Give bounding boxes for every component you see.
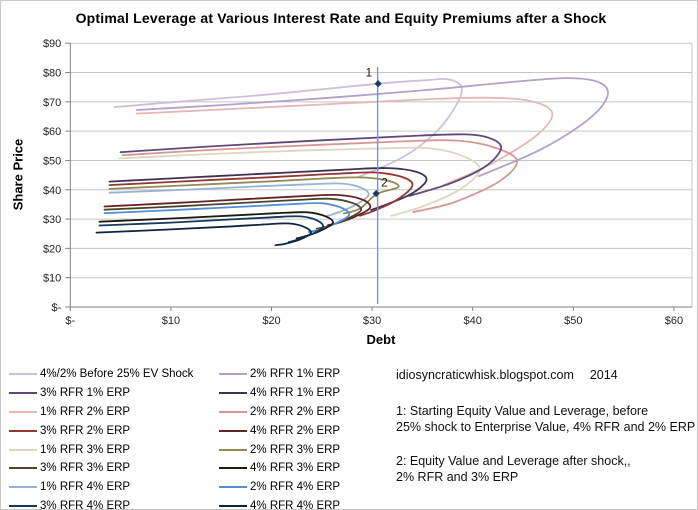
note-1: 1: Starting Equity Value and Leverage, b… <box>396 403 696 435</box>
legend-label: 3% RFR 3% ERP <box>40 462 131 475</box>
legend-label: 2% RFR 3% ERP <box>250 443 341 456</box>
legend-label: 1% RFR 3% ERP <box>40 443 131 456</box>
legend-item-4-rfr-4-erp: 4% RFR 4% ERP <box>219 497 355 510</box>
legend-swatch <box>9 467 37 470</box>
y-tick-label-70: $70 <box>43 97 61 109</box>
series-4-rfr-2-erp <box>103 193 372 227</box>
legend-item-2-rfr-3-erp: 2% RFR 3% ERP <box>219 440 355 459</box>
legend-swatch <box>9 448 37 451</box>
legend-label: 1% RFR 2% ERP <box>40 405 131 418</box>
x-tick-label-30: $30 <box>363 315 381 327</box>
legend-label: 1% RFR 4% ERP <box>40 481 131 494</box>
y-tick-label-30: $30 <box>43 214 61 226</box>
legend-swatch <box>219 448 247 451</box>
x-axis-title: Debt <box>366 332 396 347</box>
y-tick-label-60: $60 <box>43 126 61 138</box>
marker-point-1 <box>374 80 382 88</box>
series-2-rfr-3-erp <box>108 176 400 215</box>
series-4-rfr-4-erp <box>95 222 312 247</box>
legend-label: 4% RFR 3% ERP <box>250 462 341 475</box>
note-2-line-2: 2% RFR and 3% ERP <box>396 470 519 484</box>
legend-item-1-rfr-2-erp: 1% RFR 2% ERP <box>9 403 219 422</box>
source-annotation: idiosyncraticwhisk.blogspot.com 2014 <box>396 367 618 383</box>
legend-item-3-rfr-4-erp: 3% RFR 4% ERP <box>9 497 219 510</box>
legend-label: 3% RFR 4% ERP <box>40 499 131 510</box>
source-year: 2014 <box>589 368 618 382</box>
legend-label: 2% RFR 1% ERP <box>250 368 341 381</box>
legend-swatch <box>219 373 247 376</box>
y-tick-label-40: $40 <box>43 185 61 197</box>
legend-item-2-rfr-2-erp: 2% RFR 2% ERP <box>219 403 355 422</box>
legend-item-4-rfr-1-erp: 4% RFR 1% ERP <box>219 384 355 403</box>
legend-swatch <box>9 373 37 376</box>
legend-label: 4% RFR 1% ERP <box>250 387 341 400</box>
legend-item-1-rfr-4-erp: 1% RFR 4% ERP <box>9 478 219 497</box>
legend-swatch <box>219 410 247 413</box>
legend-swatch <box>219 504 247 507</box>
legend-item-4-2-before-25-ev-shock: 4%/2% Before 25% EV Shock <box>9 365 219 384</box>
legend-swatch <box>9 429 37 432</box>
series-4-2-before-25-ev-shock <box>113 77 463 179</box>
y-tick-label-20: $20 <box>43 243 61 255</box>
legend-item-3-rfr-3-erp: 3% RFR 3% ERP <box>9 459 219 478</box>
x-tick-label-10: $10 <box>162 315 180 327</box>
series-3-rfr-2-erp <box>108 171 414 217</box>
marker-label-2: 2 <box>381 176 388 190</box>
series-4-rfr-1-erp <box>108 167 428 211</box>
legend-swatch <box>9 392 37 395</box>
y-tick-label-90: $90 <box>43 38 61 50</box>
chart-title: Optimal Leverage at Various Interest Rat… <box>75 10 607 26</box>
source-url: idiosyncraticwhisk.blogspot.com <box>396 368 574 382</box>
legend-item-3-rfr-1-erp: 3% RFR 1% ERP <box>9 384 219 403</box>
legend-swatch <box>219 392 247 395</box>
y-tick-label-80: $80 <box>43 68 61 80</box>
legend-label: 4% RFR 2% ERP <box>250 424 341 437</box>
x-tick-label-20: $20 <box>262 315 280 327</box>
legend-item-3-rfr-2-erp: 3% RFR 2% ERP <box>9 421 219 440</box>
series-1-rfr-3-erp <box>118 146 481 217</box>
y-tick-label-10: $10 <box>43 273 61 285</box>
legend: 4%/2% Before 25% EV Shock 2% RFR 1% ERP 3%… <box>9 365 355 510</box>
x-tick-label-60: $60 <box>665 315 683 327</box>
legend-swatch <box>219 486 247 489</box>
note-1-line-1: 1: Starting Equity Value and Leverage, b… <box>396 404 649 418</box>
legend-swatch <box>219 467 247 470</box>
x-tick-label-50: $50 <box>564 315 582 327</box>
legend-item-2-rfr-1-erp: 2% RFR 1% ERP <box>219 365 355 384</box>
x-tick-label-0: $- <box>65 315 75 327</box>
legend-item-1-rfr-3-erp: 1% RFR 3% ERP <box>9 440 219 459</box>
legend-label: 3% RFR 1% ERP <box>40 387 131 400</box>
marker-point-2 <box>372 189 380 198</box>
legend-item-4-rfr-2-erp: 4% RFR 2% ERP <box>219 421 355 440</box>
legend-label: 2% RFR 2% ERP <box>250 405 341 418</box>
x-tick-label-40: $40 <box>464 315 482 327</box>
y-axis-title: Share Price <box>10 138 26 211</box>
legend-label: 2% RFR 4% ERP <box>250 481 341 494</box>
legend-item-2-rfr-4-erp: 2% RFR 4% ERP <box>219 478 355 497</box>
series-2-rfr-1-erp <box>135 77 609 178</box>
legend-swatch <box>9 486 37 489</box>
y-tick-label-50: $50 <box>43 155 61 167</box>
marker-label-1: 1 <box>365 66 372 80</box>
note-2: 2: Equity Value and Leverage after shock… <box>396 453 696 485</box>
y-tick-label-0: $- <box>52 302 62 314</box>
legend-label: 4%/2% Before 25% EV Shock <box>40 368 194 381</box>
series-3-rfr-1-erp <box>119 133 503 197</box>
series-1-rfr-2-erp <box>135 96 554 186</box>
legend-item-4-rfr-3-erp: 4% RFR 3% ERP <box>219 459 355 478</box>
legend-label: 3% RFR 2% ERP <box>40 424 131 437</box>
series-2-rfr-2-erp <box>121 139 518 213</box>
legend-swatch <box>9 504 37 507</box>
legend-swatch <box>219 429 247 432</box>
note-1-line-2: 25% shock to Enterprise Value, 4% RFR an… <box>396 420 696 434</box>
legend-swatch <box>9 410 37 413</box>
legend-label: 4% RFR 4% ERP <box>250 499 341 510</box>
note-2-line-1: 2: Equity Value and Leverage after shock… <box>396 454 631 468</box>
